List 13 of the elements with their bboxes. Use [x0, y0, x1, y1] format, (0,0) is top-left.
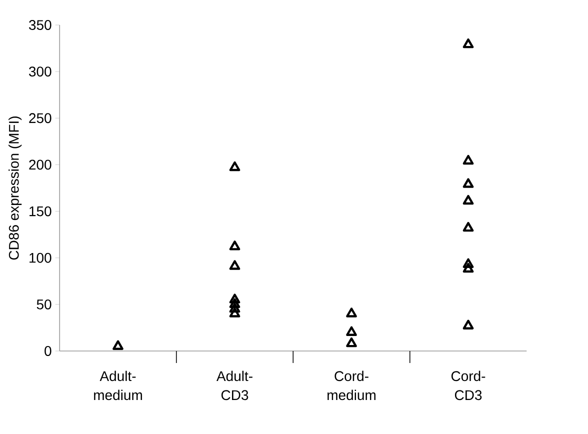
y-tick-label: 0: [44, 346, 52, 356]
x-tick-label: Cord-CD3: [451, 370, 486, 400]
y-tick-label: 50: [36, 299, 52, 310]
y-axis-title: CD86 expression (MFI): [8, 116, 22, 260]
x-tick-label: Adult-medium: [94, 370, 142, 400]
y-tick-label: 350: [29, 20, 52, 30]
y-tick-label: 300: [29, 66, 52, 77]
y-tick-label: 200: [29, 160, 52, 170]
y-tick-label: 100: [30, 252, 52, 263]
x-tick-label: Cord-medium: [328, 370, 376, 400]
x-tick-label: Adult-CD3: [216, 370, 252, 400]
y-tick-label: 250: [29, 113, 52, 124]
y-tick-label: 150: [30, 206, 52, 216]
